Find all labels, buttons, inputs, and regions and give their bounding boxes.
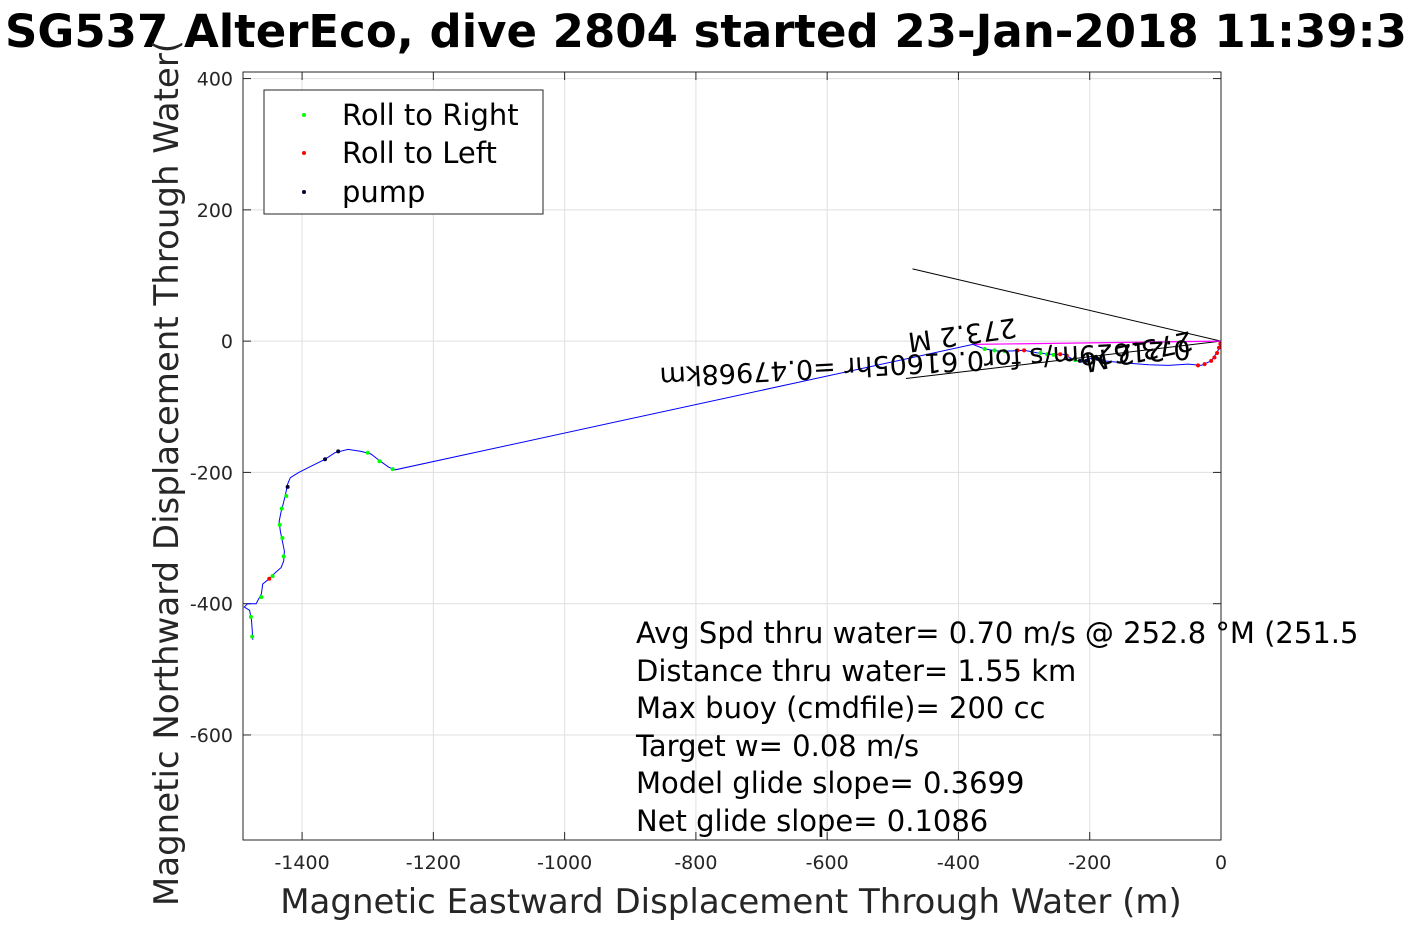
- y-tick-label: 0: [221, 331, 233, 353]
- y-axis-label: Magnetic Northward Displacement Through …: [147, 40, 187, 906]
- roll-right-point: [250, 634, 255, 639]
- x-tick-label: -600: [806, 852, 849, 874]
- roll-right-point: [1051, 352, 1056, 357]
- track-markers: [248, 341, 1221, 639]
- roll-left-point: [1064, 353, 1069, 358]
- roll-right-point: [365, 450, 370, 455]
- roll-left-point: [1202, 362, 1207, 367]
- roll-left-point: [267, 576, 272, 581]
- stat-max-buoy: Max buoy (cmdfile)= 200 cc: [636, 691, 1045, 725]
- x-tick-label: 0: [1215, 852, 1227, 874]
- roll-right-point: [390, 467, 395, 472]
- roll-right-point: [279, 506, 284, 511]
- roll-right-point: [280, 536, 285, 541]
- x-tick-label: -1000: [537, 852, 592, 874]
- legend-box: [263, 89, 544, 215]
- roll-left-point: [1058, 352, 1063, 357]
- y-tick-label: -400: [190, 594, 233, 616]
- roll-left-point: [1215, 350, 1220, 355]
- x-axis-label: Magnetic Eastward Displacement Through W…: [280, 882, 1182, 922]
- legend-marker-roll-left: [302, 151, 306, 155]
- roll-right-point: [1002, 348, 1007, 353]
- stat-target-w: Target w= 0.08 m/s: [635, 729, 919, 763]
- roll-right-point: [259, 595, 264, 600]
- cone-line: [912, 268, 1221, 342]
- roll-left-point: [1218, 341, 1221, 346]
- y-tick-label: 400: [197, 69, 233, 91]
- roll-left-point: [1217, 345, 1221, 350]
- current-vector: [972, 340, 1221, 346]
- roll-left-point: [1015, 348, 1020, 353]
- pump-point: [1091, 356, 1096, 361]
- stat-net-glide: Net glide slope= 0.1086: [636, 804, 988, 838]
- stat-model-glide: Model glide slope= 0.3699: [636, 766, 1024, 800]
- legend-marker-roll-right: [302, 113, 306, 117]
- roll-right-point: [1045, 352, 1050, 357]
- roll-right-point: [248, 614, 253, 619]
- axes-box: [242, 71, 1222, 841]
- x-tick-label: -400: [937, 852, 980, 874]
- roll-right-point: [1038, 350, 1043, 355]
- legend-label-pump: pump: [342, 175, 425, 209]
- pump-point: [285, 484, 290, 489]
- pump-point: [1098, 358, 1103, 363]
- x-tick-label: -1400: [274, 852, 329, 874]
- stat-distance: Distance thru water= 1.55 km: [636, 654, 1076, 688]
- cone-lines: [905, 268, 1221, 380]
- pump-point: [323, 457, 328, 462]
- pump-point: [336, 449, 341, 454]
- roll-right-point: [982, 347, 987, 352]
- legend-marker-pump: [302, 190, 306, 194]
- pump-point: [1084, 358, 1089, 363]
- roll-right-point: [377, 459, 382, 464]
- stats-block: Avg Spd thru water= 0.70 m/s @ 252.8 °M …: [635, 616, 1358, 838]
- chart-title: SG537 AlterEco, dive 2804 started 23-Jan…: [5, 5, 1407, 58]
- roll-right-point: [992, 348, 997, 353]
- legend-label-roll-left: Roll to Left: [342, 136, 497, 170]
- x-tick-label: -200: [1068, 852, 1111, 874]
- axis-ticks: -1400 -1200 -1000 -800 -600 -400 -200 0 400 200 0 -…: [190, 69, 1227, 874]
- cone-line: [905, 340, 1221, 380]
- stat-avg-speed: Avg Spd thru water= 0.70 m/s @ 252.8 °M …: [636, 616, 1358, 650]
- roll-right-point: [1073, 358, 1078, 363]
- current-line: [972, 340, 1221, 346]
- roll-left-point: [1022, 348, 1027, 353]
- roll-left-point: [1209, 358, 1214, 363]
- pump-point: [1095, 356, 1100, 361]
- legend-label-roll-right: Roll to Right: [342, 98, 519, 132]
- pump-point: [1077, 358, 1082, 363]
- roll-right-point: [284, 494, 289, 499]
- x-tick-label: -1200: [406, 852, 461, 874]
- y-tick-label: 200: [197, 200, 233, 222]
- y-tick-label: -600: [190, 725, 233, 747]
- roll-right-point: [281, 554, 286, 559]
- y-tick-label: -200: [190, 462, 233, 484]
- legend: Roll to Right Roll to Left pump: [263, 89, 544, 215]
- roll-left-point: [1212, 355, 1217, 360]
- x-tick-label: -800: [674, 852, 717, 874]
- roll-right-point: [277, 522, 282, 527]
- roll-right-point: [270, 574, 275, 579]
- roll-left-point: [1196, 363, 1201, 368]
